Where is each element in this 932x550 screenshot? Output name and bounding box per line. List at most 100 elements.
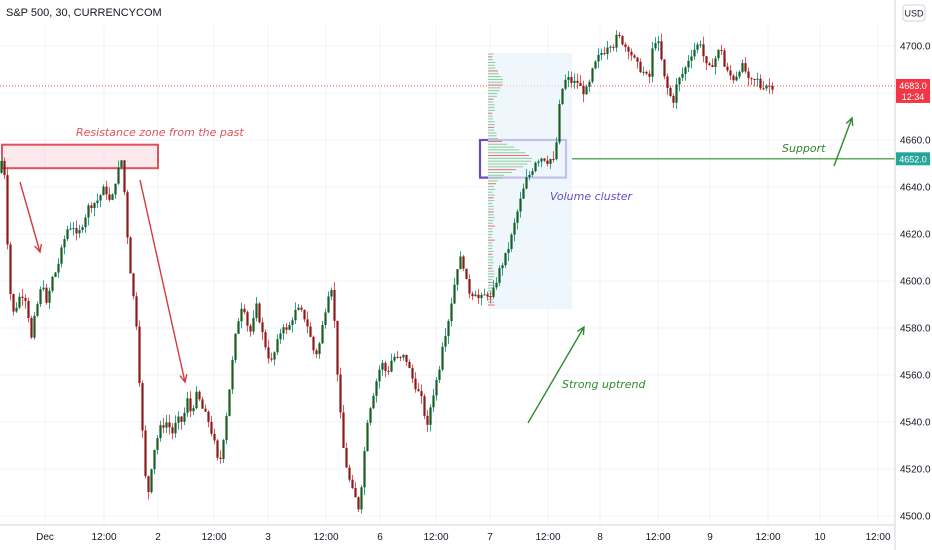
volume-profile-bar — [488, 257, 494, 258]
candle-body — [93, 203, 95, 208]
candle-body — [153, 450, 155, 469]
volume-profile-bar — [488, 87, 500, 88]
candle-body — [144, 430, 146, 476]
candle-body — [459, 256, 461, 269]
candle-body — [9, 245, 11, 294]
candle-body — [573, 81, 575, 83]
candle-body — [393, 357, 395, 361]
candle-body — [420, 391, 422, 396]
candle-body — [678, 78, 680, 85]
candle-body — [69, 229, 71, 230]
candle-body — [165, 422, 167, 427]
candle-body — [672, 96, 674, 103]
candle-body — [333, 290, 335, 321]
x-tick-label: Dec — [36, 532, 54, 543]
candle-body — [84, 218, 86, 228]
candle-body — [222, 440, 224, 459]
candle-body — [30, 318, 32, 338]
volume-profile-bar — [488, 107, 494, 108]
candle-body — [261, 322, 263, 332]
candle-body — [378, 370, 380, 382]
volume-profile-bar — [488, 132, 497, 133]
annotation-strong-uptrend: Strong uptrend — [562, 378, 647, 391]
candle-body — [63, 239, 65, 247]
candle-body — [60, 247, 62, 263]
candle-body — [636, 58, 638, 62]
candle-body — [483, 294, 485, 295]
volume-profile-bar — [488, 144, 507, 145]
volume-profile-bar — [488, 73, 499, 74]
volume-profile-bar — [488, 195, 495, 196]
candle-body — [117, 167, 119, 183]
volume-profile-bar — [488, 220, 494, 221]
candle-body — [111, 195, 113, 200]
candle-body — [201, 399, 203, 408]
candle-body — [723, 51, 725, 67]
candle-body — [462, 256, 464, 268]
volume-profile-bar — [488, 104, 495, 105]
candle-body — [75, 228, 77, 233]
volume-profile-bar — [488, 99, 494, 100]
symbol-label: S&P 500, 30, CURRENCYCOM — [6, 7, 162, 19]
candle-body — [402, 355, 404, 358]
candle-body — [360, 487, 362, 509]
candle-body — [351, 480, 353, 488]
currency-button[interactable]: USD — [903, 5, 925, 21]
candle-body — [504, 253, 506, 265]
volume-profile-bar — [488, 231, 493, 232]
candle-body — [39, 289, 41, 304]
candle-body — [741, 63, 743, 72]
x-tick-label: 7 — [487, 532, 493, 543]
volume-profile-bar — [488, 124, 495, 125]
candle-body — [372, 396, 374, 408]
volume-profile-bar — [488, 93, 497, 94]
candle-body — [141, 383, 143, 430]
candle-body — [204, 409, 206, 412]
candle-body — [576, 81, 578, 83]
candle-body — [171, 427, 173, 433]
candle-body — [726, 67, 728, 71]
candle-body — [435, 380, 437, 395]
volume-profile-bar — [488, 90, 499, 91]
candle-body — [99, 195, 101, 200]
volume-profile-bar — [488, 197, 494, 198]
candle-body — [195, 392, 197, 408]
y-tick-label: 4600.0 — [900, 277, 931, 288]
volume-profile-bar — [488, 161, 531, 162]
volume-profile-bar — [488, 186, 494, 187]
candle-body — [543, 159, 545, 161]
volume-profile-bar — [488, 82, 503, 83]
candle-body — [762, 88, 764, 89]
candle-body — [603, 53, 605, 54]
volume-profile-bar — [488, 164, 528, 165]
currency-button-label: USD — [904, 9, 924, 19]
candle-body — [495, 283, 497, 288]
volume-profile-bar — [488, 282, 493, 283]
arrow-down-left — [20, 182, 40, 252]
candle-body — [345, 448, 347, 468]
x-tick-label: 12:00 — [865, 532, 890, 543]
volume-profile-bar — [488, 251, 494, 252]
candle-body — [312, 337, 314, 350]
candle-body — [297, 308, 299, 310]
candle-body — [441, 347, 443, 370]
candle-body — [87, 205, 89, 217]
x-tick-label: 12:00 — [201, 532, 226, 543]
candle-body — [732, 76, 734, 81]
volume-profile-bar — [488, 149, 519, 150]
candle-body — [15, 308, 17, 312]
candle-body — [42, 288, 44, 290]
candle-body — [234, 334, 236, 360]
volume-profile-bar — [488, 279, 492, 280]
candle-body — [240, 309, 242, 321]
candle-body — [90, 205, 92, 208]
candle-body — [18, 297, 20, 308]
candle-body — [567, 77, 569, 80]
volume-profile-bar — [488, 101, 493, 102]
candle-body — [300, 308, 302, 310]
candle-body — [453, 285, 455, 304]
volume-profile-bar — [488, 118, 493, 119]
volume-profile-bar — [488, 223, 493, 224]
candle-body — [450, 304, 452, 322]
